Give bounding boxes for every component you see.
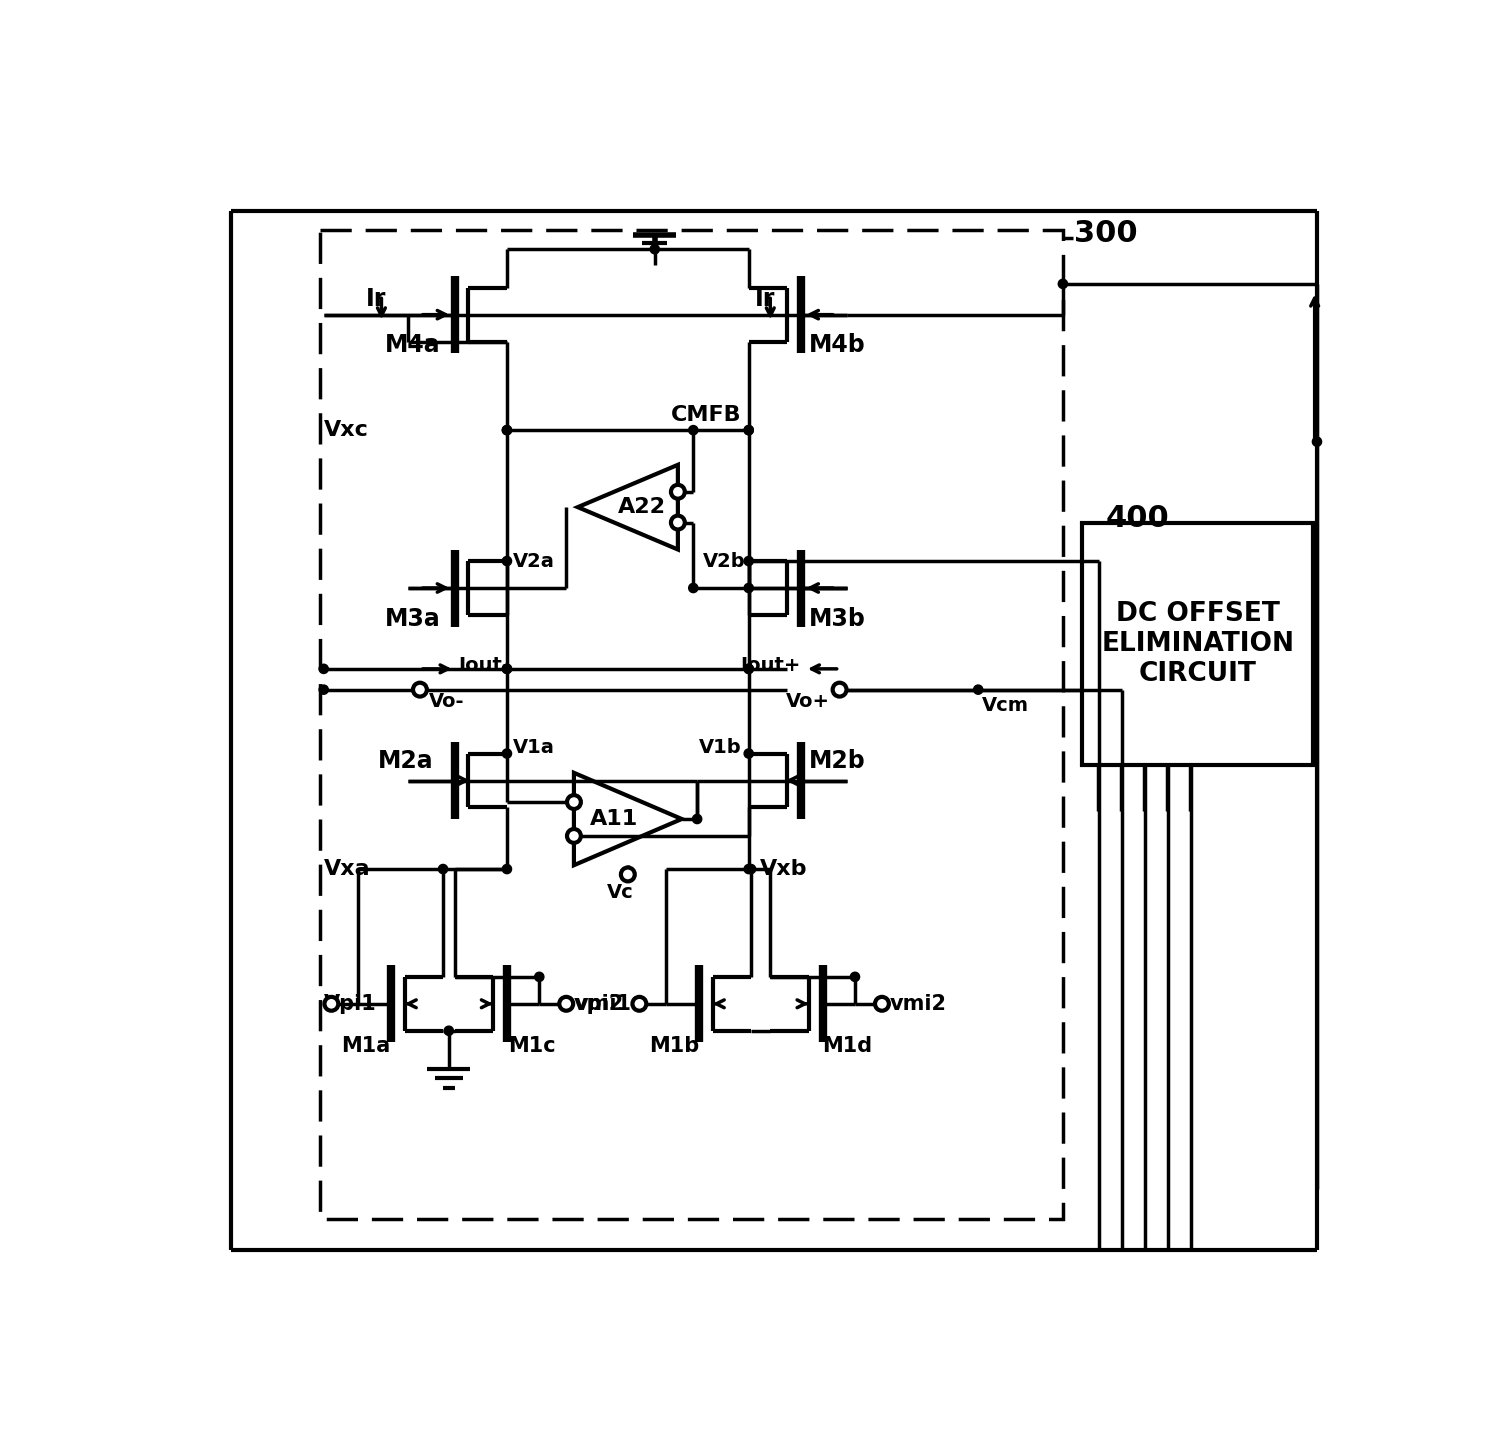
Text: M3b: M3b <box>809 607 866 631</box>
Circle shape <box>535 973 544 982</box>
Circle shape <box>502 664 511 673</box>
Circle shape <box>744 426 753 435</box>
Text: A22: A22 <box>618 497 665 517</box>
Circle shape <box>833 683 847 696</box>
Text: M4b: M4b <box>809 333 865 357</box>
Circle shape <box>671 485 685 499</box>
Circle shape <box>744 864 753 874</box>
Circle shape <box>502 864 511 874</box>
Text: Ir: Ir <box>754 287 776 311</box>
Text: Vxa: Vxa <box>324 860 370 880</box>
Text: CMFB: CMFB <box>670 405 741 425</box>
Circle shape <box>502 426 511 435</box>
Text: DC OFFSET
ELIMINATION
CIRCUIT: DC OFFSET ELIMINATION CIRCUIT <box>1101 601 1294 687</box>
Circle shape <box>688 426 699 435</box>
Text: Iout+: Iout+ <box>741 656 801 676</box>
Text: 400: 400 <box>1105 504 1169 534</box>
Text: Vxb: Vxb <box>761 860 807 880</box>
Text: M1b: M1b <box>649 1036 699 1056</box>
Text: M1a: M1a <box>342 1036 390 1056</box>
Text: V1b: V1b <box>699 738 741 756</box>
Text: A11: A11 <box>590 809 638 829</box>
Text: Iout-: Iout- <box>458 656 511 676</box>
Text: V2b: V2b <box>703 551 745 571</box>
Text: Ir: Ir <box>366 287 387 311</box>
Circle shape <box>319 684 328 695</box>
Circle shape <box>875 997 889 1010</box>
Bar <box>321 230 1063 1220</box>
Circle shape <box>744 664 753 673</box>
Circle shape <box>692 815 702 824</box>
Circle shape <box>502 426 511 435</box>
Circle shape <box>567 829 581 842</box>
Text: Vpi1: Vpi1 <box>324 994 376 1013</box>
Circle shape <box>744 749 753 758</box>
Circle shape <box>744 557 753 565</box>
Text: M1d: M1d <box>823 1036 872 1056</box>
Text: Vo+: Vo+ <box>786 692 830 710</box>
Text: Vcm: Vcm <box>981 696 1030 715</box>
Circle shape <box>502 749 511 758</box>
Circle shape <box>319 664 328 673</box>
Circle shape <box>621 868 635 881</box>
Text: M3a: M3a <box>386 607 442 631</box>
Text: M2a: M2a <box>378 749 434 773</box>
Text: Vo-: Vo- <box>429 692 464 710</box>
Circle shape <box>744 664 753 673</box>
Text: M4a: M4a <box>386 333 442 357</box>
Bar <box>1083 522 1312 765</box>
Text: M1c: M1c <box>508 1036 555 1056</box>
Circle shape <box>413 683 426 696</box>
Text: Vc: Vc <box>606 883 634 901</box>
Circle shape <box>688 584 699 593</box>
Circle shape <box>671 515 685 530</box>
Text: Vxc: Vxc <box>324 420 369 441</box>
Circle shape <box>744 584 753 593</box>
Text: vmi2: vmi2 <box>889 994 947 1013</box>
Circle shape <box>325 997 339 1010</box>
Circle shape <box>850 973 860 982</box>
Circle shape <box>744 426 753 435</box>
Circle shape <box>650 244 659 254</box>
Circle shape <box>502 664 511 673</box>
Circle shape <box>502 557 511 565</box>
Circle shape <box>747 864 756 874</box>
Circle shape <box>1058 280 1067 288</box>
Circle shape <box>567 795 581 809</box>
Circle shape <box>559 997 573 1010</box>
Text: vmi1: vmi1 <box>575 994 632 1013</box>
Text: M2b: M2b <box>809 749 865 773</box>
Circle shape <box>445 1026 454 1036</box>
Circle shape <box>632 997 646 1010</box>
Circle shape <box>438 864 448 874</box>
Circle shape <box>1312 438 1321 446</box>
Circle shape <box>974 684 983 695</box>
Text: V2a: V2a <box>513 551 555 571</box>
Text: V1a: V1a <box>513 738 555 756</box>
Text: vpi2: vpi2 <box>575 994 624 1013</box>
Text: 300: 300 <box>1075 220 1139 248</box>
